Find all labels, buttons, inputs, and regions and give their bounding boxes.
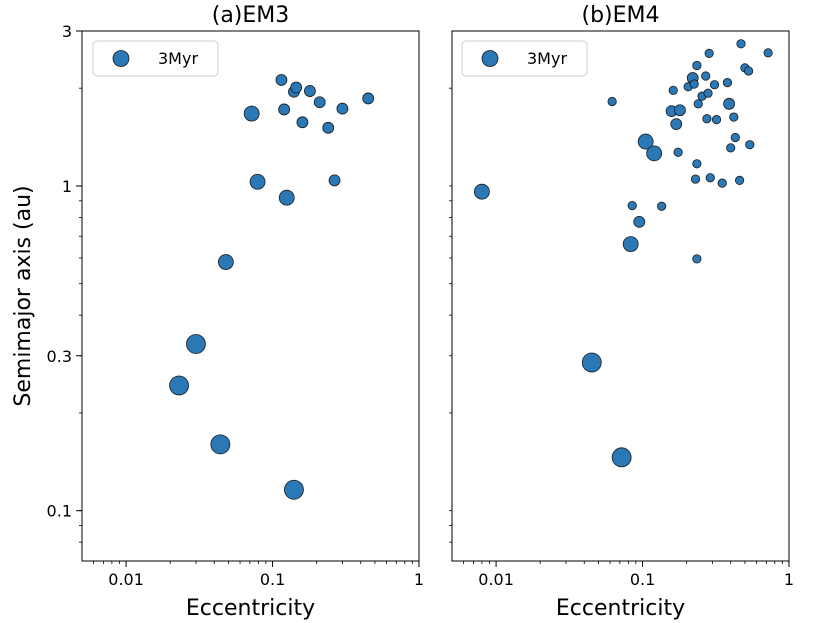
plot-area-em4 <box>451 30 790 562</box>
data-point <box>362 92 375 105</box>
data-point <box>278 103 291 116</box>
legend-box-em4 <box>461 40 588 77</box>
data-point <box>627 200 637 211</box>
legend-em3: 3Myr <box>92 40 219 77</box>
data-point <box>701 71 711 81</box>
x-tick-label: 1 <box>784 570 794 589</box>
data-point <box>745 140 755 150</box>
x-axis-label-em3: Eccentricity <box>186 596 315 621</box>
y-tick-label: 0.3 <box>47 347 72 366</box>
data-point <box>322 121 335 134</box>
data-point <box>275 74 288 86</box>
legend-marker-em3 <box>112 50 130 67</box>
y-tick-label: 1 <box>62 177 72 196</box>
data-point <box>278 189 295 206</box>
data-point <box>709 80 720 90</box>
chart-title-em4: (b)EM4 <box>581 3 659 28</box>
data-point <box>611 447 632 468</box>
data-point <box>243 105 260 122</box>
data-point <box>703 88 713 98</box>
y-tick-label: 3 <box>62 22 72 41</box>
data-point <box>693 99 703 109</box>
data-point <box>723 97 736 110</box>
ticks-em4: 0.01 0.1 1 <box>449 87 794 589</box>
data-point <box>313 96 326 109</box>
data-point <box>304 85 316 97</box>
data-point <box>763 48 773 58</box>
data-point <box>328 174 341 187</box>
chart-title-em3: (a)EM3 <box>212 3 290 28</box>
points-em3 <box>169 74 375 500</box>
x-axis-label-em4: Eccentricity <box>556 596 685 621</box>
data-point <box>673 147 683 157</box>
legend-label-em4: 3Myr <box>527 49 567 68</box>
data-point <box>726 143 736 153</box>
data-point <box>722 78 733 88</box>
data-point <box>607 96 617 107</box>
data-point <box>290 81 303 94</box>
points-em4 <box>473 39 773 468</box>
legend-label-em3: 3Myr <box>158 49 198 68</box>
data-point <box>210 434 231 455</box>
data-point <box>668 85 678 95</box>
data-point <box>581 352 602 373</box>
panel-em4: (b)EM4 0.01 0.1 1 3Myr Eccentricity <box>449 3 794 621</box>
data-point <box>622 236 639 253</box>
x-tick-label: 0.01 <box>478 570 514 589</box>
data-point <box>186 334 206 354</box>
data-point <box>633 215 646 228</box>
data-point <box>717 178 727 188</box>
data-point <box>735 175 745 186</box>
data-point <box>473 183 490 200</box>
data-point <box>646 145 663 162</box>
panel-em3: (a)EM3 0.01 0.1 1 0.1 0.3 1 3 3Myr Eccentricit… <box>11 3 424 621</box>
data-point <box>692 60 702 71</box>
x-tick-label: 0.01 <box>108 570 144 589</box>
data-point <box>702 114 712 124</box>
data-point <box>692 159 702 169</box>
y-axis-label-em3: Semimajor axis (au) <box>11 185 36 406</box>
y-tick-label: 0.1 <box>47 502 72 521</box>
data-point <box>689 79 699 89</box>
data-point <box>692 254 702 264</box>
data-point <box>670 118 683 131</box>
data-point <box>690 174 701 184</box>
data-point <box>704 48 714 58</box>
data-point <box>729 112 739 122</box>
data-point <box>336 102 349 115</box>
x-tick-label: 1 <box>414 570 424 589</box>
data-point <box>249 173 266 190</box>
data-point <box>217 254 234 270</box>
data-point <box>730 132 740 143</box>
data-point <box>674 104 686 117</box>
legend-marker-em4 <box>481 50 499 67</box>
data-point <box>657 201 667 211</box>
legend-em4: 3Myr <box>461 40 588 77</box>
ticks-em3: 0.01 0.1 1 0.1 0.3 1 3 <box>47 22 425 589</box>
legend-box-em3 <box>92 40 219 77</box>
data-point <box>169 375 189 396</box>
data-point <box>705 173 715 183</box>
x-tick-label: 0.1 <box>630 570 655 589</box>
data-point <box>736 39 746 49</box>
x-tick-label: 0.1 <box>260 570 285 589</box>
data-point <box>284 479 304 500</box>
data-point <box>744 66 754 76</box>
data-point <box>637 133 654 150</box>
data-point <box>711 115 722 125</box>
data-point <box>296 116 309 129</box>
